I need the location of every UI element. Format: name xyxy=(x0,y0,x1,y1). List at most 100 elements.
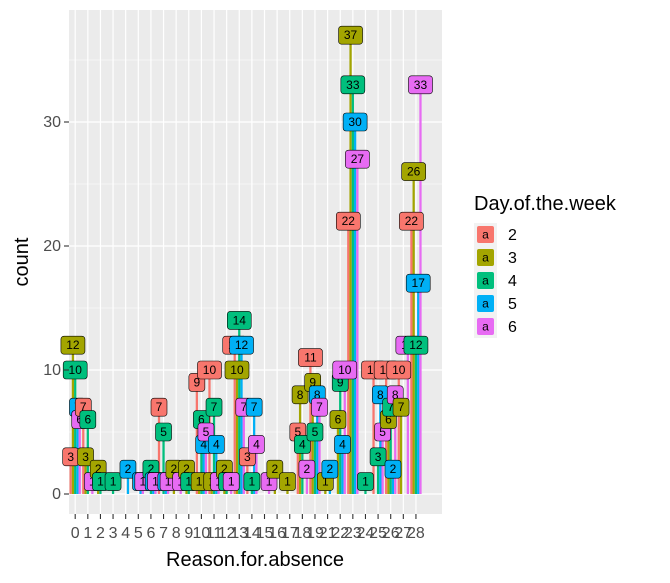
data-label-text: 1 xyxy=(284,475,291,489)
x-tick-label: 4 xyxy=(121,525,130,542)
data-label: 7 xyxy=(392,397,410,417)
data-label-text: 7 xyxy=(316,400,323,414)
data-label-box xyxy=(332,360,358,380)
data-label-text: 8 xyxy=(392,388,399,402)
data-label-text: 8 xyxy=(297,388,304,402)
x-tick-label: 5 xyxy=(134,525,143,542)
data-label-text: 37 xyxy=(344,28,358,42)
data-label-text: 1 xyxy=(97,475,104,489)
data-label: 27 xyxy=(345,149,370,169)
data-label-box xyxy=(311,397,328,417)
data-label-box xyxy=(357,472,374,491)
data-label: 11 xyxy=(298,348,323,367)
bar xyxy=(233,345,236,494)
data-label-text: 7 xyxy=(211,400,218,414)
legend-key xyxy=(477,295,494,312)
data-label-box xyxy=(403,335,429,355)
bar xyxy=(399,407,403,494)
data-label-box xyxy=(340,75,366,95)
data-label-box xyxy=(335,211,361,231)
legend-key-glyph: a xyxy=(482,251,489,265)
data-label-text: 7 xyxy=(80,400,87,414)
x-tick-label: 15 xyxy=(256,525,274,542)
data-label-text: 17 xyxy=(412,276,426,290)
data-label-box xyxy=(60,335,86,355)
data-label-box xyxy=(150,397,168,417)
data-label: 1 xyxy=(92,472,109,491)
legend-key-glyph: a xyxy=(482,274,489,288)
data-label-box xyxy=(298,459,316,479)
data-label-text: 2 xyxy=(95,462,102,476)
data-label-box xyxy=(226,311,252,330)
data-label: 2 xyxy=(119,459,137,479)
bar xyxy=(414,345,418,494)
data-label: 4 xyxy=(334,435,351,454)
legend-label: 6 xyxy=(508,319,517,336)
x-tick-label: 21 xyxy=(319,525,337,542)
y-axis-title: count xyxy=(11,237,33,286)
bar xyxy=(417,283,420,494)
y-tick-label: 10 xyxy=(43,362,61,379)
data-label-text: 12 xyxy=(409,338,423,352)
data-label-text: 33 xyxy=(346,78,360,92)
x-tick-label: 18 xyxy=(293,525,311,542)
bar xyxy=(406,345,409,494)
bar xyxy=(356,159,359,494)
data-label: 22 xyxy=(335,211,361,231)
data-label-text: 5 xyxy=(160,425,167,439)
data-label-text: 7 xyxy=(398,400,405,414)
data-label: 1 xyxy=(243,472,261,491)
data-label: 30 xyxy=(342,112,368,132)
data-label: 4 xyxy=(248,435,265,454)
y-tick-label: 20 xyxy=(43,238,61,255)
data-label-text: 10 xyxy=(69,363,83,377)
data-label-text: 4 xyxy=(253,437,260,451)
data-label: 4 xyxy=(207,435,225,454)
legend: a 2a 3a 4a 5a 6 xyxy=(474,223,517,338)
legend-key xyxy=(477,272,494,289)
x-tick-label: 17 xyxy=(281,525,299,542)
data-label: 17 xyxy=(405,273,431,293)
legend-key-glyph: a xyxy=(482,297,489,311)
data-label: 1 xyxy=(357,472,374,491)
data-label-box xyxy=(345,149,370,169)
data-label-text: 2 xyxy=(148,462,155,476)
data-label: 5 xyxy=(306,422,324,442)
data-label-text: 22 xyxy=(342,214,356,228)
data-label-text: 30 xyxy=(348,115,362,129)
data-label-text: 6 xyxy=(385,413,392,427)
data-label: 4 xyxy=(294,435,311,454)
data-label: 7 xyxy=(150,397,168,417)
data-label: 1 xyxy=(222,472,240,491)
data-label-text: 2 xyxy=(272,462,279,476)
data-label-text: 6 xyxy=(198,413,205,427)
data-label: 33 xyxy=(340,75,366,95)
data-label: 1 xyxy=(279,472,296,491)
data-label-text: 1 xyxy=(362,475,369,489)
data-label-text: 1 xyxy=(266,475,273,489)
data-label-box xyxy=(248,435,265,454)
data-label: 1 xyxy=(104,472,122,491)
legend-key-glyph: a xyxy=(482,320,489,334)
data-label-text: 3 xyxy=(67,450,74,464)
data-label-box xyxy=(222,472,240,491)
data-labels: 3121076736121121121175112121916451017412… xyxy=(60,25,433,491)
data-label-box xyxy=(369,447,387,467)
data-label-box xyxy=(306,422,324,442)
data-label-box xyxy=(405,273,431,293)
data-label-text: 5 xyxy=(312,425,319,439)
bar xyxy=(69,456,72,494)
bar xyxy=(235,370,239,494)
data-label-text: 4 xyxy=(200,437,207,451)
data-label-text: 2 xyxy=(390,462,397,476)
data-label: 6 xyxy=(79,410,97,429)
data-label-box xyxy=(342,112,368,132)
data-label-text: 6 xyxy=(84,413,91,427)
bar xyxy=(410,221,413,494)
data-label-text: 22 xyxy=(405,214,419,228)
data-label-text: 1 xyxy=(152,475,159,489)
x-tick-label: 10 xyxy=(193,525,211,542)
data-label: 37 xyxy=(338,25,363,45)
